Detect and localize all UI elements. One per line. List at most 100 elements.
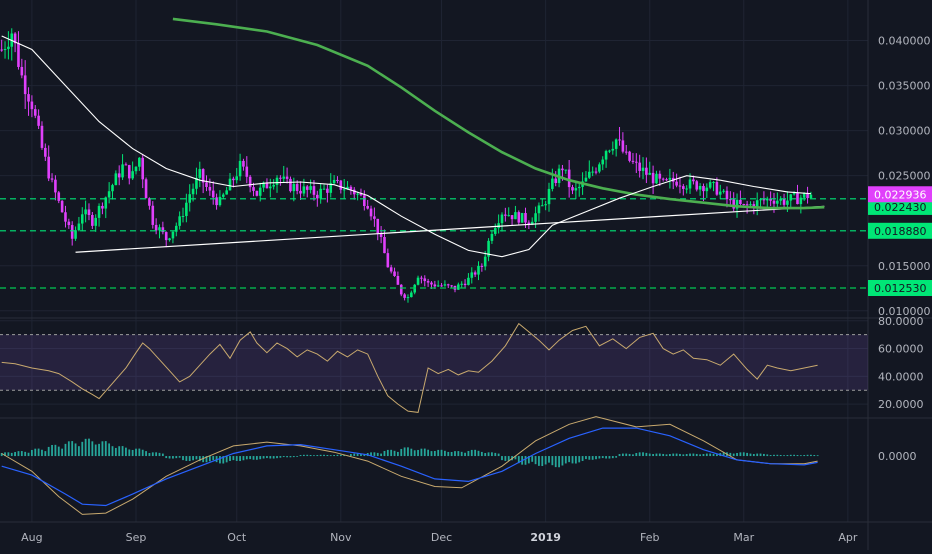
macd-histogram-bar (766, 454, 769, 457)
candle-body (786, 200, 789, 205)
candle-body (70, 225, 74, 239)
macd-histogram-bar (64, 443, 67, 457)
candle-body (94, 217, 97, 226)
macd-histogram-bar (444, 450, 446, 457)
candle-body (141, 157, 145, 180)
macd-histogram-bar (534, 456, 537, 465)
macd-histogram-bar (668, 454, 671, 457)
candle-body (245, 166, 249, 177)
candle-body (608, 150, 611, 152)
candle-body (799, 197, 803, 205)
macd-histogram-bar (675, 453, 678, 457)
price-axis-tick-label: 0.035000 (878, 80, 931, 93)
candle-body (624, 151, 628, 153)
candle-body (77, 223, 81, 231)
rsi-axis-tick-label: 60.0000 (878, 343, 924, 356)
macd-histogram-bar (98, 443, 100, 457)
candle-body (161, 227, 165, 233)
macd-histogram-bar (578, 456, 581, 463)
candle-body (551, 178, 554, 189)
macd-histogram-bar (487, 452, 490, 457)
macd-histogram-bar (158, 452, 161, 457)
candle-body (658, 173, 662, 179)
candle-body (389, 267, 393, 272)
candle-body (661, 178, 665, 180)
candle-body (520, 212, 524, 223)
candle-body (544, 204, 547, 206)
candle-body (725, 190, 729, 200)
candle-body (779, 198, 782, 201)
candle-body (319, 188, 322, 199)
macd-histogram-bar (558, 456, 560, 468)
candle-body (208, 186, 212, 191)
moving-average-short (1, 35, 811, 258)
candle-body (665, 179, 668, 181)
candle-body (376, 218, 380, 234)
macd-histogram-bar (329, 455, 332, 457)
macd-histogram-bar (44, 451, 47, 457)
macd-histogram-bar (205, 456, 208, 463)
macd-histogram-bar (410, 448, 413, 457)
macd-axis-tick-label: 0.0000 (878, 450, 917, 463)
candle-body (668, 177, 672, 180)
candle-body (463, 283, 467, 285)
candle-body (342, 189, 346, 191)
macd-histogram-bar (632, 454, 634, 457)
macd-histogram-bar (47, 446, 50, 457)
macd-histogram-bar (635, 453, 638, 457)
macd-histogram-bar (618, 454, 621, 457)
candle-body (500, 214, 504, 224)
candle-body (117, 173, 121, 178)
candle-body (64, 212, 67, 222)
candle-body (540, 205, 544, 207)
macd-histogram-bar (591, 456, 594, 460)
candle-body (235, 176, 239, 181)
macd-histogram-bar (155, 452, 158, 457)
macd-histogram-bar (440, 449, 443, 457)
macd-histogram-bar (37, 448, 40, 457)
candle-body (47, 156, 50, 179)
macd-histogram-bar (319, 454, 322, 457)
candle-body (530, 221, 534, 225)
macd-histogram-bar (467, 450, 470, 457)
macd-histogram-bar (464, 452, 466, 457)
candle-body (27, 94, 30, 102)
macd-histogram-bar (141, 449, 144, 457)
candle-body (44, 147, 47, 157)
macd-histogram-bar (252, 456, 255, 460)
candle-body (695, 181, 699, 190)
candle-body (185, 202, 188, 217)
macd-histogram-bar (504, 456, 507, 461)
candle-body (534, 213, 537, 222)
candle-body (299, 190, 302, 194)
candle-body (252, 187, 255, 191)
macd-histogram-bar (642, 452, 644, 457)
candle-body (369, 208, 373, 217)
candle-body (84, 209, 87, 215)
macd-histogram-bar (658, 453, 661, 457)
candle-body (174, 225, 178, 232)
macd-histogram-bar (299, 455, 302, 457)
candle-body (205, 182, 208, 187)
candle-body (601, 159, 605, 165)
candle-body (611, 148, 615, 151)
macd-histogram-bar (14, 451, 17, 457)
macd-histogram-bar (259, 456, 262, 460)
candle-body (399, 284, 403, 295)
macd-histogram-bar (638, 452, 641, 457)
candle-body (228, 178, 232, 191)
candle-body (302, 186, 306, 194)
macd-histogram-bar (551, 456, 554, 466)
candle-body (698, 185, 702, 190)
candle-body (121, 164, 124, 178)
macd-histogram-bar (554, 456, 557, 468)
candle-body (178, 216, 181, 226)
macd-histogram-bar (309, 454, 312, 457)
macd-histogram-bar (363, 454, 366, 457)
macd-histogram-bar (588, 456, 591, 460)
x-axis-tick-label: Nov (330, 531, 352, 544)
candle-body (339, 180, 343, 190)
macd-histogram-bar (390, 449, 393, 457)
